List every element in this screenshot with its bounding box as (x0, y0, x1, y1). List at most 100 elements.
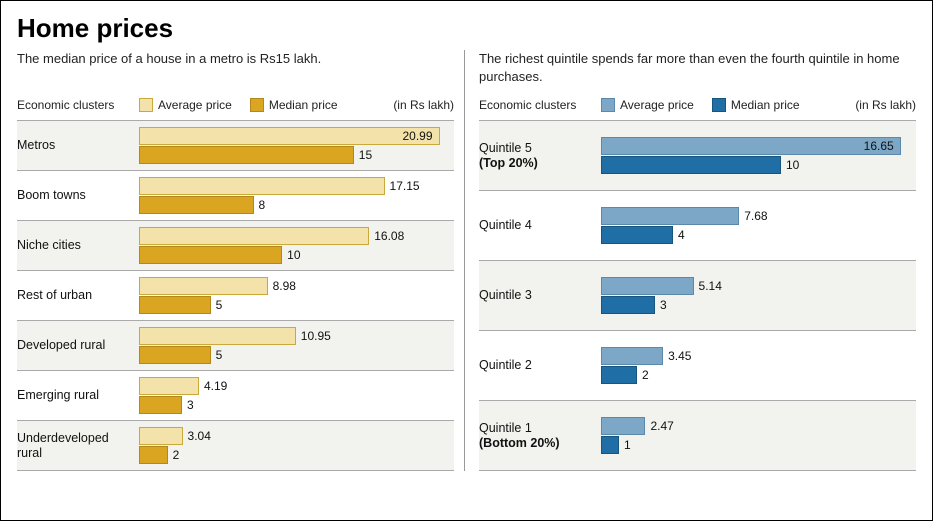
bar-median: 8 (139, 196, 454, 214)
bar (139, 177, 385, 195)
bar-median: 4 (601, 226, 916, 244)
value-label: 4 (678, 228, 685, 242)
bar-average: 17.15 (139, 177, 454, 195)
bar-average: 5.14 (601, 277, 916, 295)
bar (139, 246, 282, 264)
swatch-median (712, 98, 726, 112)
value-label: 3.45 (668, 349, 691, 363)
row-label: Quintile 4 (479, 218, 601, 233)
right-subtitle: The richest quintile spends far more tha… (479, 50, 916, 86)
chart-row: Boom towns 17.15 8 (17, 171, 454, 221)
chart-row: Quintile 2 3.45 2 (479, 331, 916, 401)
value-label: 2 (173, 448, 180, 462)
value-label: 5 (216, 298, 223, 312)
bar-average: 8.98 (139, 277, 454, 295)
unit-label: (in Rs lakh) (855, 98, 916, 112)
chart-row: Emerging rural4.19 3 (17, 371, 454, 421)
bars: 17.15 8 (139, 171, 454, 220)
bar-median: 3 (601, 296, 916, 314)
value-label: 10 (786, 158, 799, 172)
legend-median: Median price (250, 98, 338, 112)
swatch-average (601, 98, 615, 112)
bar (139, 377, 199, 395)
swatch-median (250, 98, 264, 112)
value-label: 1 (624, 438, 631, 452)
legend-median: Median price (712, 98, 800, 112)
bar (139, 277, 268, 295)
bars: 4.19 3 (139, 371, 454, 420)
bar-average: 4.19 (139, 377, 454, 395)
bar-median: 2 (601, 366, 916, 384)
value-label: 16.65 (602, 139, 900, 153)
row-label: Quintile 3 (479, 288, 601, 303)
row-label: Rest of urban (17, 288, 139, 303)
bar-median: 15 (139, 146, 454, 164)
bars: 10.95 5 (139, 321, 454, 370)
left-legend: Economic clusters Average price Median p… (17, 98, 454, 112)
value-label: 8 (259, 198, 266, 212)
bar-average: 2.47 (601, 417, 916, 435)
bar-median: 10 (601, 156, 916, 174)
bar (601, 436, 619, 454)
left-chart: Metros20.9915Boom towns17.158Niche citie… (17, 120, 454, 471)
bar-average: 7.68 (601, 207, 916, 225)
chart-row: Rest of urban 8.98 5 (17, 271, 454, 321)
bar (139, 327, 296, 345)
page-title: Home prices (17, 13, 916, 44)
axis-label: Economic clusters (17, 98, 139, 112)
chart-row: Metros20.99 15 (17, 121, 454, 171)
panels: The median price of a house in a metro i… (17, 50, 916, 471)
bar (601, 347, 663, 365)
bar (139, 396, 182, 414)
value-label: 3.04 (188, 429, 211, 443)
value-label: 8.98 (273, 279, 296, 293)
value-label: 2 (642, 368, 649, 382)
panel-quintiles: The richest quintile spends far more tha… (464, 50, 916, 471)
bar (139, 296, 211, 314)
chart-row: Quintile 5(Top 20%)16.6510 (479, 121, 916, 191)
chart-row: Developed rural 10.95 5 (17, 321, 454, 371)
axis-label: Economic clusters (479, 98, 601, 112)
value-label: 5 (216, 348, 223, 362)
row-label: Developed rural (17, 338, 139, 353)
bars: 3.04 2 (139, 421, 454, 470)
row-label: Quintile 2 (479, 358, 601, 373)
bar (601, 156, 781, 174)
bar (601, 277, 694, 295)
bar: 16.65 (601, 137, 901, 155)
bar (139, 446, 168, 464)
value-label: 3 (187, 398, 194, 412)
row-label: Boom towns (17, 188, 139, 203)
right-legend: Economic clusters Average price Median p… (479, 98, 916, 112)
legend-median-label: Median price (269, 98, 338, 112)
bar (601, 366, 637, 384)
row-label: Quintile 1(Bottom 20%) (479, 421, 601, 451)
legend-average-label: Average price (158, 98, 232, 112)
bar (139, 227, 369, 245)
value-label: 20.99 (140, 129, 439, 143)
row-label: Metros (17, 138, 139, 153)
panel-economic-clusters: The median price of a house in a metro i… (17, 50, 464, 471)
value-label: 10.95 (301, 329, 331, 343)
bar-average: 10.95 (139, 327, 454, 345)
bar-average: 20.99 (139, 127, 454, 145)
bar: 20.99 (139, 127, 440, 145)
bar (139, 146, 354, 164)
value-label: 7.68 (744, 209, 767, 223)
bar-average: 16.65 (601, 137, 916, 155)
legend-median-label: Median price (731, 98, 800, 112)
value-label: 2.47 (650, 419, 673, 433)
value-label: 16.08 (374, 229, 404, 243)
bar-average: 16.08 (139, 227, 454, 245)
row-label: Emerging rural (17, 388, 139, 403)
chart-row: Quintile 4 7.68 4 (479, 191, 916, 261)
bar-median: 10 (139, 246, 454, 264)
left-subtitle: The median price of a house in a metro i… (17, 50, 454, 86)
bars: 5.143 (601, 271, 916, 320)
bar (601, 417, 645, 435)
bars: 16.65 10 (601, 131, 916, 180)
value-label: 17.15 (390, 179, 420, 193)
bar (601, 296, 655, 314)
bar (601, 207, 739, 225)
bar-average: 3.04 (139, 427, 454, 445)
